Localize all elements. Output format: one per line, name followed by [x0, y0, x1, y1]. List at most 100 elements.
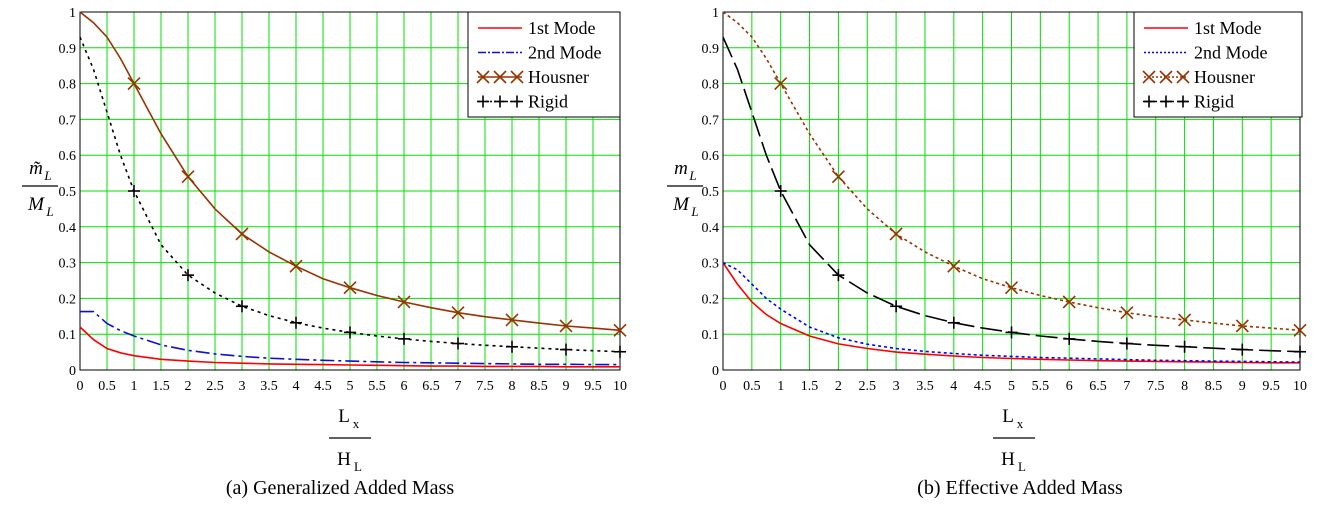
- y-label-denominator-sub: L: [690, 204, 698, 219]
- series-line-rigid: [722, 36, 1301, 353]
- x-tick-label: 3.5: [916, 379, 934, 394]
- x-tick-label: 5.5: [368, 379, 386, 394]
- x-tick-label: 1.5: [152, 379, 170, 394]
- series-line-1st-mode: [79, 326, 620, 368]
- data-point-housner: [343, 281, 357, 295]
- x-tick-label: 2.5: [206, 379, 224, 394]
- legend-marker: [1159, 70, 1173, 84]
- y-tick-label: 0.1: [59, 328, 77, 343]
- x-tick-label: 4.5: [974, 379, 992, 394]
- series-line-rigid: [79, 36, 621, 353]
- y-tick-label: 0: [69, 364, 76, 379]
- y-tick-label: 0.7: [702, 113, 720, 128]
- x-tick-label: 4: [293, 379, 300, 394]
- data-point-housner: [397, 295, 411, 309]
- y-label-denominator: M: [672, 194, 690, 215]
- y-tick-label: 0.2: [702, 292, 720, 307]
- y-label-numerator-sub: L: [688, 168, 696, 183]
- x-label-denominator-sub: L: [354, 459, 362, 474]
- y-tick-label: 0.6: [702, 149, 720, 164]
- legend-label: Housner: [528, 67, 589, 87]
- data-point-housner: [774, 77, 788, 91]
- x-tick-label: 7: [455, 379, 462, 394]
- chart-generalized-added-mass: 0 0.5 1 1.5 2 2.5 3 3.5 4 4.5 5 5.5 6 6.5 7 7.5 8 8.5 9 9.5…: [22, 6, 627, 499]
- y-tick-label: 0.4: [59, 221, 77, 236]
- y-label-denominator: M: [27, 194, 45, 215]
- y-axis-label: m̃ LM L: [22, 158, 58, 219]
- x-tick-label: 4: [950, 379, 957, 394]
- y-tick-label: 1: [712, 6, 719, 21]
- plot-frame: [722, 11, 1301, 371]
- data-point-housner: [559, 319, 573, 333]
- y-tick-label: 0: [712, 364, 719, 379]
- data-point-housner: [289, 259, 303, 273]
- y-tick-label: 0.3: [59, 257, 77, 272]
- y-tick-label: 0.5: [702, 185, 720, 200]
- data-point-housner: [181, 170, 195, 184]
- x-tick-label: 9: [563, 379, 570, 394]
- y-tick-label: 1: [69, 6, 76, 21]
- series-line-2nd-mode: [722, 261, 1301, 363]
- x-tick-label: 3.5: [260, 379, 278, 394]
- x-tick-label: 3: [239, 379, 246, 394]
- y-tick-label: 0.6: [59, 149, 77, 164]
- plot-frame: [79, 11, 621, 371]
- x-tick-label: 0: [720, 379, 727, 394]
- legend-marker: [1142, 70, 1156, 84]
- legend-box: [467, 11, 621, 118]
- legend-marker: [510, 70, 524, 84]
- data-point-housner: [235, 227, 249, 241]
- y-tick-label: 0.8: [59, 78, 77, 93]
- x-label-denominator: H: [1001, 449, 1015, 470]
- series-line-2nd-mode: [80, 310, 620, 366]
- data-point-housner: [1062, 295, 1076, 309]
- y-label-denominator-sub: L: [45, 204, 53, 219]
- x-tick-label: 8: [509, 379, 516, 394]
- x-tick-label: 1: [131, 379, 138, 394]
- legend-label: 2nd Mode: [528, 43, 602, 63]
- data-point-housner: [1178, 313, 1192, 327]
- x-label-numerator-sub: x: [1017, 416, 1024, 431]
- x-tick-label: 6.5: [1089, 379, 1107, 394]
- y-tick-label: 0.9: [702, 42, 720, 57]
- x-tick-label: 3: [893, 379, 900, 394]
- chart-caption: (a) Generalized Added Mass: [226, 477, 454, 499]
- y-tick-label: 0.4: [702, 221, 720, 236]
- data-point-housner: [451, 306, 465, 320]
- chart-effective-added-mass: 0 0.5 1 1.5 2 2.5 3 3.5 4 4.5 5 5.5 6 6.5 7 7.5 8 8.5 9 9.5…: [667, 6, 1307, 499]
- data-point-housner: [505, 313, 519, 327]
- legend-label: 1st Mode: [1194, 18, 1262, 38]
- x-tick-label: 8.5: [530, 379, 548, 394]
- legend-label: 1st Mode: [528, 18, 596, 38]
- x-tick-label: 2: [185, 379, 192, 394]
- y-tick-label: 0.3: [702, 257, 720, 272]
- x-tick-label: 8.5: [1205, 379, 1223, 394]
- y-label-numerator: m̃: [29, 158, 43, 179]
- x-tick-label: 9.5: [1262, 379, 1280, 394]
- x-tick-label: 5: [347, 379, 354, 394]
- x-tick-label: 7.5: [1147, 379, 1165, 394]
- x-tick-label: 7: [1123, 379, 1130, 394]
- x-label-numerator: L: [338, 406, 350, 427]
- y-tick-label: 0.9: [59, 42, 77, 57]
- data-point-housner: [1293, 323, 1307, 337]
- legend-box: [1133, 11, 1303, 118]
- data-point-housner: [947, 259, 961, 273]
- legend-marker: [493, 70, 507, 84]
- x-tick-label: 5.5: [1032, 379, 1050, 394]
- x-label-denominator-sub: L: [1018, 459, 1026, 474]
- x-label-numerator: L: [1002, 406, 1014, 427]
- x-tick-label: 0.5: [743, 379, 761, 394]
- data-point-housner: [127, 77, 141, 91]
- x-tick-label: 6: [1066, 379, 1073, 394]
- x-tick-label: 2.5: [859, 379, 877, 394]
- legend-marker: [1176, 70, 1190, 84]
- y-tick-label: 0.5: [59, 185, 77, 200]
- x-label-denominator: H: [337, 449, 351, 470]
- series-line-housner: [79, 11, 621, 332]
- data-point-housner: [1120, 306, 1134, 320]
- legend-label: Rigid: [528, 92, 568, 112]
- legend-marker: [476, 70, 490, 84]
- x-tick-label: 8: [1181, 379, 1188, 394]
